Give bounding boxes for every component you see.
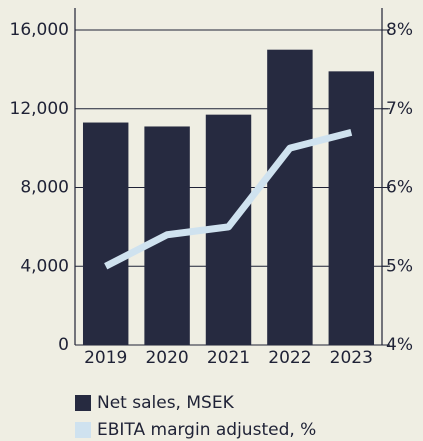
y-tick-label: 12,000 [10, 99, 69, 119]
x-tick-label: 2022 [268, 348, 311, 368]
y2-tick-label: 8% [386, 20, 413, 40]
bar [82, 122, 129, 345]
bar [267, 49, 313, 345]
legend-swatch [75, 395, 91, 411]
line [104, 128, 353, 270]
y-tick-label: 16,000 [10, 20, 69, 40]
y-tick-label: 4,000 [20, 256, 69, 276]
legend-swatch [75, 422, 91, 438]
x-tick-label: 2020 [145, 348, 188, 368]
x-tick-label: 2019 [84, 348, 127, 368]
legend-label: Net sales, MSEK [97, 393, 235, 413]
x-tick-label: 2023 [330, 348, 373, 368]
bar [328, 71, 375, 345]
y-tick-label: 8,000 [20, 178, 69, 198]
y2-tick-label: 7% [386, 99, 413, 119]
y-tick-label: 0 [58, 335, 69, 355]
legend-label: EBITA margin adjusted, % [97, 420, 316, 440]
x-tick-label: 2021 [207, 348, 250, 368]
y2-tick-label: 4% [386, 335, 413, 355]
y2-tick-label: 5% [386, 256, 413, 276]
y2-tick-label: 6% [386, 178, 413, 198]
